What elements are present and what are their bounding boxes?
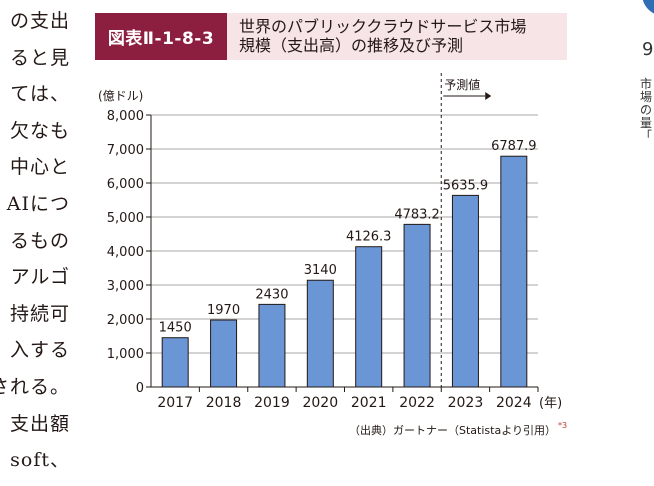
- body-text-line: 中心と: [9, 156, 70, 179]
- chapter-badge: [642, 0, 654, 16]
- y-tick-label: 0: [136, 381, 144, 396]
- bar-2021: [355, 246, 383, 388]
- bar-2017: [161, 337, 189, 388]
- source-footnote-marker: *3: [558, 421, 567, 430]
- body-text-line: soft、: [10, 449, 70, 472]
- figure-title: 世界のパブリッククラウドサービス市場 規模（支出高）の推移及び予測: [239, 17, 563, 55]
- y-tick-label: 3,000: [107, 279, 144, 294]
- x-tick-label: 2017: [157, 395, 193, 411]
- body-text-line: 入する: [9, 339, 70, 362]
- y-tick-label: 7,000: [107, 143, 144, 158]
- body-text-line: される。: [0, 376, 70, 398]
- body-text-line: AIにつ: [6, 193, 70, 215]
- bar-2022: [403, 223, 431, 388]
- body-text-line: アルゴ: [10, 266, 70, 289]
- y-axis-label: (億ドル): [98, 89, 143, 103]
- source-text: （出典）ガートナー（Statistaより引用）: [349, 423, 556, 437]
- y-tick-label: 2,000: [107, 313, 144, 328]
- x-tick-label: 2020: [302, 395, 338, 411]
- x-tick-label: 2021: [351, 395, 387, 411]
- body-text-line: 欠なも: [9, 119, 70, 142]
- body-text-line: ては、: [10, 83, 70, 106]
- margin-text-char: 市: [640, 77, 653, 91]
- figure-label: 図表Ⅱ-1-8-3: [95, 13, 227, 60]
- margin-text-char: 量: [640, 116, 653, 130]
- forecast-label: 予測値: [444, 77, 480, 92]
- bar-value-label: 4783.2: [394, 207, 440, 222]
- x-tick-label: 2019: [254, 395, 290, 411]
- y-tick-label: 5,000: [107, 211, 144, 226]
- bar-2023: [451, 194, 479, 388]
- bar-value-label: 1970: [207, 303, 240, 318]
- x-axis-unit-label: (年): [539, 396, 562, 411]
- bar-2019: [258, 303, 286, 388]
- forecast-arrow-head: [485, 92, 492, 100]
- bar-value-label: 4126.3: [346, 230, 392, 245]
- body-text-line: の支出: [9, 10, 70, 32]
- bar-value-label: 2430: [255, 287, 288, 302]
- bar-value-label: 1450: [159, 321, 192, 336]
- bar-2024: [500, 155, 528, 388]
- figure-title-line-1: 世界のパブリッククラウドサービス市場: [239, 17, 527, 36]
- y-tick-label: 1,000: [107, 347, 144, 362]
- y-tick-label: 6,000: [107, 177, 144, 192]
- body-text-line: 支出額: [9, 412, 70, 435]
- body-text-line: ると見: [9, 46, 70, 69]
- margin-text-char: 「: [640, 129, 653, 143]
- right-margin: 9 市場の量「: [640, 0, 654, 486]
- margin-text-char: 9: [642, 39, 654, 60]
- figure-title-bar: 図表Ⅱ-1-8-3 世界のパブリッククラウドサービス市場 規模（支出高）の推移及…: [95, 13, 567, 60]
- bar-2020: [306, 279, 334, 388]
- bar-2018: [210, 319, 238, 388]
- margin-text-char: 場: [640, 90, 653, 104]
- x-tick-label: 2022: [399, 395, 435, 411]
- bar-value-label: 6787.9: [491, 139, 537, 154]
- body-text-line: るもの: [9, 229, 70, 252]
- x-tick-label: 2024: [496, 395, 532, 411]
- margin-text-char: の: [640, 103, 653, 117]
- body-text-line: 持続可: [9, 302, 70, 325]
- bar-value-label: 5635.9: [443, 178, 489, 193]
- bar-value-label: 3140: [304, 263, 337, 278]
- y-tick-label: 4,000: [107, 245, 144, 260]
- y-tick-label: 8,000: [107, 109, 144, 124]
- x-tick-label: 2018: [206, 395, 242, 411]
- figure-title-line-2: 規模（支出高）の推移及び予測: [239, 36, 464, 55]
- x-tick-label: 2023: [448, 395, 484, 411]
